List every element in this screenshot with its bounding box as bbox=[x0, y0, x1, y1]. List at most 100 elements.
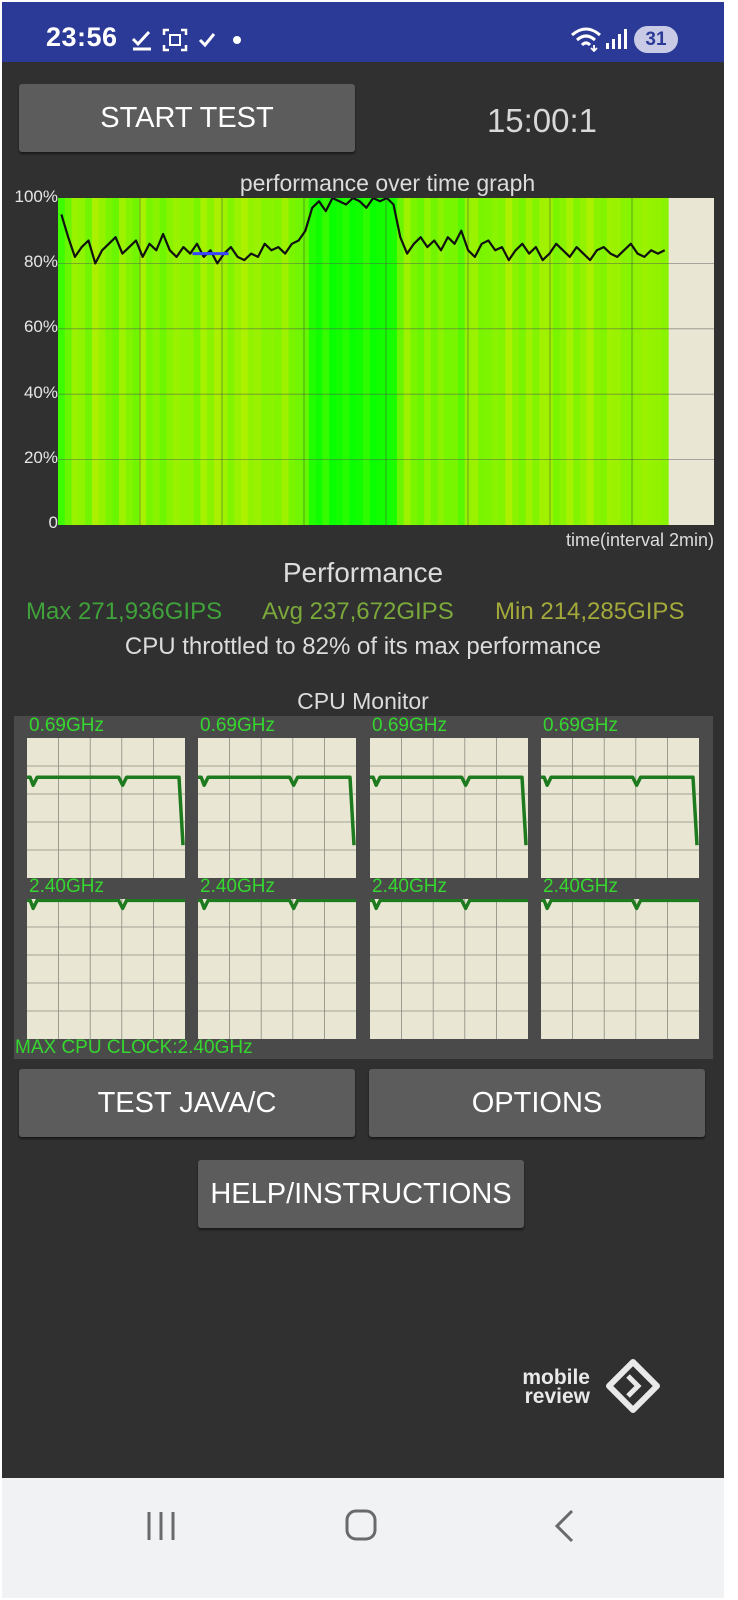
performance-bar bbox=[532, 198, 540, 525]
cpu-core-graph bbox=[27, 899, 185, 1039]
performance-bar bbox=[213, 198, 222, 525]
performance-bar bbox=[207, 198, 215, 525]
performance-bar bbox=[559, 198, 567, 525]
performance-bar bbox=[315, 198, 323, 525]
performance-bar bbox=[125, 198, 134, 525]
cpu-core-graph bbox=[370, 899, 528, 1039]
performance-bar bbox=[356, 198, 364, 525]
performance-bar bbox=[302, 198, 310, 525]
core-graph-background bbox=[198, 899, 356, 1039]
y-tick-label: 60% bbox=[23, 317, 58, 336]
watermark-line1: mobile bbox=[522, 1366, 590, 1389]
performance-bar bbox=[322, 198, 330, 525]
performance-bar bbox=[261, 198, 269, 525]
performance-bar bbox=[410, 198, 418, 525]
performance-bar bbox=[166, 198, 174, 525]
system-nav-bar bbox=[2, 1478, 724, 1598]
help-instructions-button[interactable]: HELP/INSTRUCTIONS bbox=[198, 1160, 524, 1228]
test-timer: 15:00:1 bbox=[486, 102, 598, 139]
performance-bar bbox=[200, 198, 208, 525]
signal-icon bbox=[606, 29, 627, 49]
performance-bar bbox=[247, 198, 256, 525]
performance-bar bbox=[335, 198, 344, 525]
performance-bar bbox=[430, 198, 439, 525]
performance-bar bbox=[274, 198, 283, 525]
performance-bar bbox=[152, 198, 161, 525]
performance-bar bbox=[512, 198, 520, 525]
check-icon bbox=[198, 33, 216, 48]
cpu-core-frequency: 2.40GHz bbox=[372, 876, 447, 897]
status-time: 23:56 bbox=[46, 22, 118, 52]
back-icon[interactable] bbox=[552, 1508, 576, 1544]
performance-bar bbox=[478, 198, 486, 525]
performance-bar bbox=[71, 198, 79, 525]
performance-bar bbox=[139, 198, 147, 525]
performance-bar bbox=[417, 198, 425, 525]
performance-bar bbox=[600, 198, 608, 525]
cpu-core-frequency: 2.40GHz bbox=[543, 876, 618, 897]
max-cpu-clock: MAX CPU CLOCK:2.40GHz bbox=[15, 1037, 253, 1058]
max-performance: Max 271,936GIPS bbox=[26, 598, 223, 625]
performance-bar bbox=[193, 198, 201, 525]
performance-bar bbox=[342, 198, 351, 525]
performance-bar bbox=[288, 198, 296, 525]
core-frequency-line bbox=[27, 775, 185, 846]
cpu-core-graph bbox=[198, 738, 356, 878]
core-frequency-line bbox=[198, 775, 356, 846]
performance-bar bbox=[112, 198, 120, 525]
performance-line bbox=[60, 198, 666, 265]
wifi-icon bbox=[571, 27, 601, 52]
performance-bar bbox=[173, 198, 181, 525]
cpu-monitor-title: CPU Monitor bbox=[297, 688, 429, 714]
performance-bar bbox=[525, 198, 534, 525]
performance-bar bbox=[505, 198, 513, 525]
performance-bar bbox=[105, 198, 113, 525]
watermark-text: mobile review bbox=[502, 1366, 590, 1407]
performance-bar bbox=[424, 198, 432, 525]
battery-level: 31 bbox=[645, 29, 667, 50]
y-tick-label: 80% bbox=[23, 252, 58, 271]
options-button[interactable]: OPTIONS bbox=[369, 1069, 705, 1137]
performance-bar bbox=[91, 198, 100, 525]
avg-performance: Avg 237,672GIPS bbox=[262, 598, 454, 625]
y-tick-label: 100% bbox=[14, 187, 58, 206]
start-test-button[interactable]: START TEST bbox=[19, 84, 355, 152]
recent-apps-icon[interactable] bbox=[145, 1510, 177, 1542]
min-performance: Min 214,285GIPS bbox=[495, 598, 685, 625]
core-frequency-line bbox=[541, 899, 699, 911]
performance-bar bbox=[627, 198, 635, 525]
performance-bar bbox=[661, 198, 669, 525]
throttle-summary: CPU throttled to 82% of its max performa… bbox=[124, 633, 602, 660]
core-graph-background bbox=[541, 899, 699, 1039]
performance-bar bbox=[451, 198, 459, 525]
performance-bar bbox=[539, 198, 547, 525]
performance-bar bbox=[396, 198, 405, 525]
performance-bar bbox=[444, 198, 452, 525]
performance-bar bbox=[146, 198, 154, 525]
performance-bar bbox=[586, 198, 595, 525]
cpu-core-graph bbox=[370, 738, 528, 878]
performance-bar bbox=[640, 198, 649, 525]
performance-bar bbox=[234, 198, 242, 525]
performance-bar bbox=[403, 198, 412, 525]
cpu-core-graph bbox=[541, 899, 699, 1039]
core-graph-background bbox=[370, 738, 528, 878]
dot-icon bbox=[233, 36, 241, 44]
battery-indicator: 31 bbox=[634, 26, 678, 53]
performance-bar bbox=[227, 198, 235, 525]
performance-bar bbox=[613, 198, 622, 525]
performance-bar bbox=[295, 198, 303, 525]
performance-bar bbox=[498, 198, 506, 525]
performance-bar bbox=[607, 198, 615, 525]
home-icon[interactable] bbox=[344, 1508, 378, 1542]
performance-bar bbox=[464, 198, 473, 525]
performance-bar bbox=[220, 198, 229, 525]
performance-bar bbox=[579, 198, 588, 525]
performance-bar bbox=[383, 198, 391, 525]
performance-bar bbox=[471, 198, 479, 525]
performance-bar bbox=[349, 198, 357, 525]
performance-bar bbox=[268, 198, 276, 525]
performance-bar bbox=[491, 198, 500, 525]
test-java-c-button[interactable]: TEST JAVA/C bbox=[19, 1069, 355, 1137]
core-frequency-line bbox=[370, 899, 528, 911]
